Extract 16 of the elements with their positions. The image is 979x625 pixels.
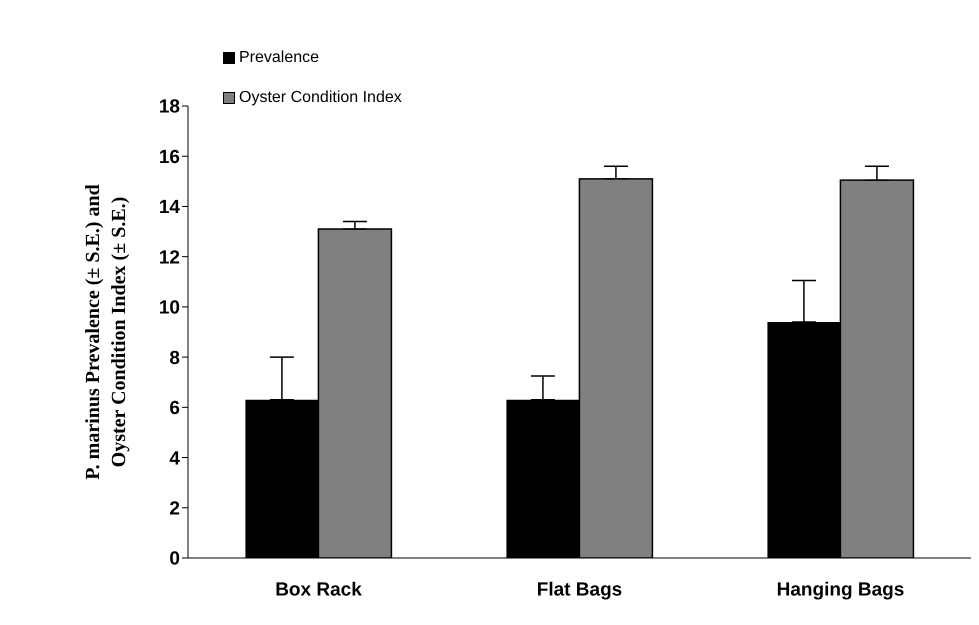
legend-label: Oyster Condition Index bbox=[239, 89, 402, 107]
y-tick-label: 0 bbox=[169, 548, 180, 570]
y-tick-label: 14 bbox=[158, 197, 180, 218]
y-tick-label: 18 bbox=[158, 96, 180, 118]
y-tick-label: 6 bbox=[169, 398, 180, 420]
y-tick-label: 16 bbox=[158, 146, 180, 168]
x-tick-label: Box Rack bbox=[275, 579, 362, 600]
y-tick-label: 2 bbox=[169, 498, 180, 520]
y-axis-title: P. marinus Prevalence (± S.E.) and Oyster Condition Index (± S.E.) bbox=[82, 184, 130, 480]
y-tick-label: 4 bbox=[169, 448, 180, 470]
y-tick-label: 10 bbox=[158, 298, 180, 319]
x-tick-label: Flat Bags bbox=[536, 579, 622, 600]
y-tick-label: 12 bbox=[158, 247, 180, 268]
legend-label: Prevalence bbox=[239, 49, 320, 67]
x-tick-label: Hanging Bags bbox=[776, 579, 904, 600]
y-tick-label: 8 bbox=[169, 348, 180, 369]
